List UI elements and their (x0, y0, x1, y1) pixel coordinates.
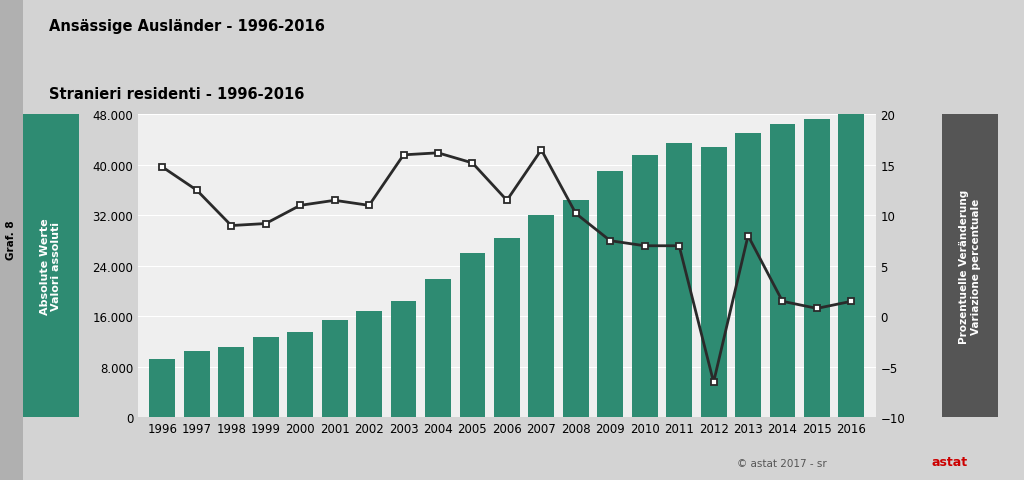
Text: Prozentuelle Veränderung
Variazione percentuale: Prozentuelle Veränderung Variazione perc… (959, 190, 981, 343)
Bar (425, 279, 451, 418)
Bar (218, 347, 244, 418)
FancyBboxPatch shape (0, 0, 23, 480)
Bar (632, 156, 657, 418)
Bar (597, 172, 624, 418)
Text: Absolute Werte
Valori assoluti: Absolute Werte Valori assoluti (40, 218, 61, 314)
Bar (735, 134, 761, 418)
Bar (356, 312, 382, 418)
Bar (528, 216, 554, 418)
Bar (390, 301, 417, 418)
Text: Graf. 8: Graf. 8 (6, 220, 16, 260)
Bar (839, 112, 864, 418)
Text: © astat 2017 - sr: © astat 2017 - sr (737, 458, 827, 468)
Text: Ansässige Ausländer - 1996-2016: Ansässige Ausländer - 1996-2016 (49, 19, 325, 34)
Bar (288, 333, 313, 418)
Bar (460, 254, 485, 418)
Bar (494, 238, 520, 418)
Bar (804, 120, 829, 418)
Bar (184, 351, 210, 418)
Text: astat: astat (932, 455, 968, 468)
Bar (150, 360, 175, 418)
Bar (770, 125, 796, 418)
Bar (322, 320, 347, 418)
Bar (667, 144, 692, 418)
Text: Stranieri residenti - 1996-2016: Stranieri residenti - 1996-2016 (49, 86, 304, 101)
Bar (563, 200, 589, 418)
Bar (253, 337, 279, 418)
Bar (700, 148, 726, 418)
